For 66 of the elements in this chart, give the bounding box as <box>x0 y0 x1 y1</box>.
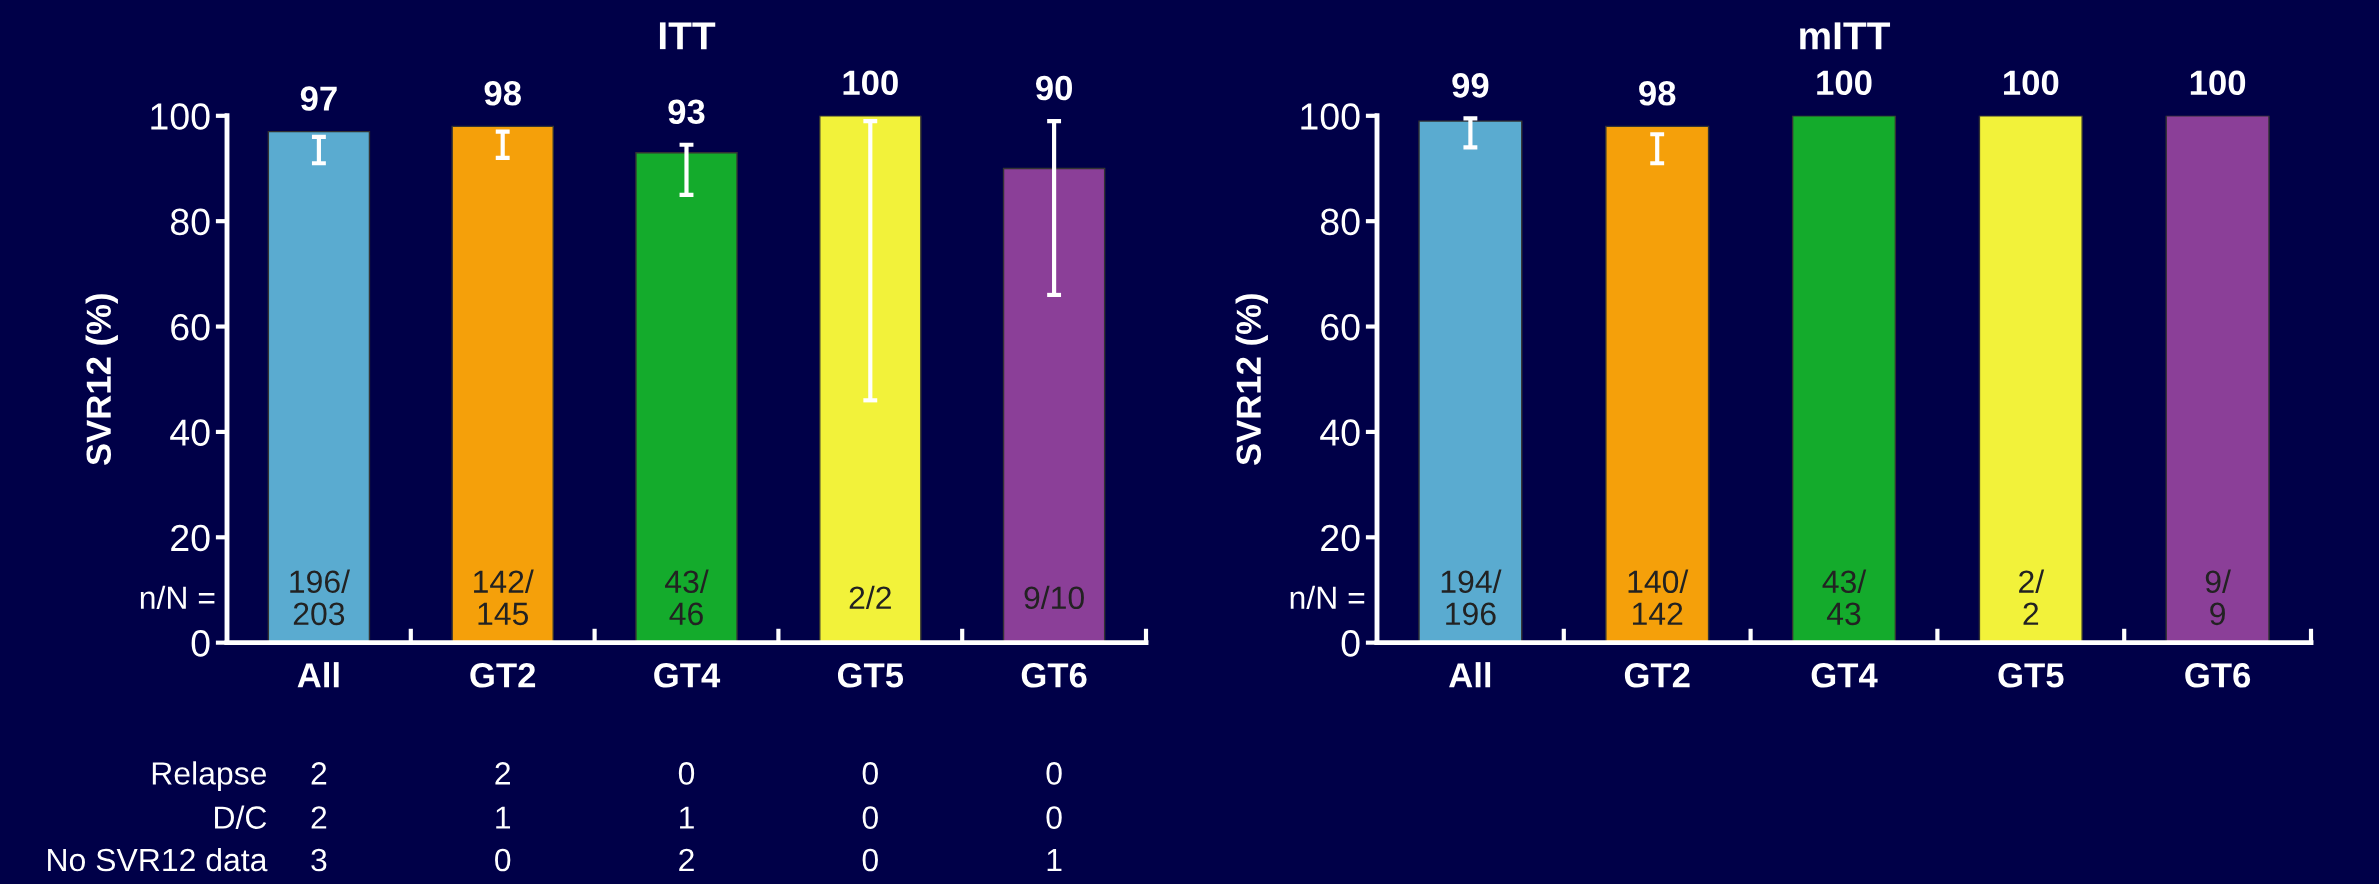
annotation: 2/2 <box>849 585 891 610</box>
y-tick-label: 60 <box>1321 313 1360 341</box>
text: D/C <box>215 805 267 829</box>
text: 0 <box>862 848 878 872</box>
annotation: 142/ 145 <box>474 569 534 626</box>
text: 2 <box>311 762 327 785</box>
data-label: 100 <box>843 70 898 96</box>
x-tick-label: GT5 <box>837 663 904 688</box>
text: 1 <box>496 806 511 829</box>
x-tick-label: All <box>1449 662 1491 688</box>
x-tick-label: GT6 <box>2185 663 2251 688</box>
y-tick-label: 100 <box>1301 103 1360 130</box>
text: 0 <box>1046 806 1062 829</box>
text: 2 <box>679 848 694 872</box>
text: Relapse <box>152 761 267 792</box>
x-tick-label: GT5 <box>1998 663 2064 688</box>
y-tick-label: 0 <box>191 630 210 657</box>
y-tick-label: 40 <box>170 419 210 446</box>
data-label: 97 <box>300 86 337 111</box>
text: 0 <box>862 762 878 785</box>
y-tick-label: 20 <box>1321 524 1360 552</box>
y-axis-title: SVR12 (%) <box>1235 294 1268 466</box>
annotation: 43/ 43 <box>1822 569 1867 626</box>
x-tick-label: GT2 <box>470 663 536 688</box>
y-tick-label: 20 <box>171 524 210 552</box>
data-label: 100 <box>1817 70 1872 96</box>
annotation: 196/ 203 <box>290 569 350 626</box>
y-tick-label: 40 <box>1320 419 1360 446</box>
text: 1 <box>1047 849 1062 872</box>
x-tick-label: GT6 <box>1021 663 1087 688</box>
x-tick-label: GT2 <box>1624 663 1690 688</box>
y-tick-label: 60 <box>171 313 210 341</box>
text: 0 <box>678 762 695 785</box>
annotation: 43/ 46 <box>665 569 709 626</box>
x-tick-label: GT4 <box>654 663 721 688</box>
data-label: 98 <box>484 81 521 106</box>
x-tick-label: All <box>297 662 339 688</box>
data-label: 93 <box>668 99 705 125</box>
y-axis-title: SVR12 (%) <box>85 294 118 466</box>
text: 2 <box>495 762 510 785</box>
annotation: 9/ 9 <box>2205 569 2231 626</box>
annotation: 140/ 142 <box>1628 569 1689 625</box>
chart-title: ITT <box>659 22 716 50</box>
text: 3 <box>311 848 327 872</box>
data-label: 90 <box>1036 75 1072 101</box>
text: 0 <box>1046 762 1062 785</box>
annotation: 9/10 <box>1024 585 1084 610</box>
y-tick-label: 80 <box>1320 208 1360 236</box>
text: 0 <box>862 806 878 829</box>
text: 0 <box>495 848 511 872</box>
chart-title: mITT <box>1800 22 1891 50</box>
annotation: 194/ 196 <box>1441 569 1502 626</box>
data-label: 99 <box>1452 73 1489 98</box>
text: n/N = <box>1290 585 1365 610</box>
y-tick-label: 100 <box>151 103 210 130</box>
annotation: 2/ 2 <box>2019 569 2045 625</box>
text: 2 <box>311 806 327 829</box>
x-tick-label: GT4 <box>1811 663 1878 688</box>
y-tick-label: 80 <box>170 208 210 236</box>
data-label: 98 <box>1639 81 1676 106</box>
text: n/N = <box>140 585 215 610</box>
data-label: 100 <box>2004 70 2059 96</box>
y-tick-label: 0 <box>1341 630 1360 657</box>
text: 1 <box>680 806 694 829</box>
data-label: 100 <box>2190 70 2246 96</box>
text: No SVR12 data <box>48 847 268 872</box>
